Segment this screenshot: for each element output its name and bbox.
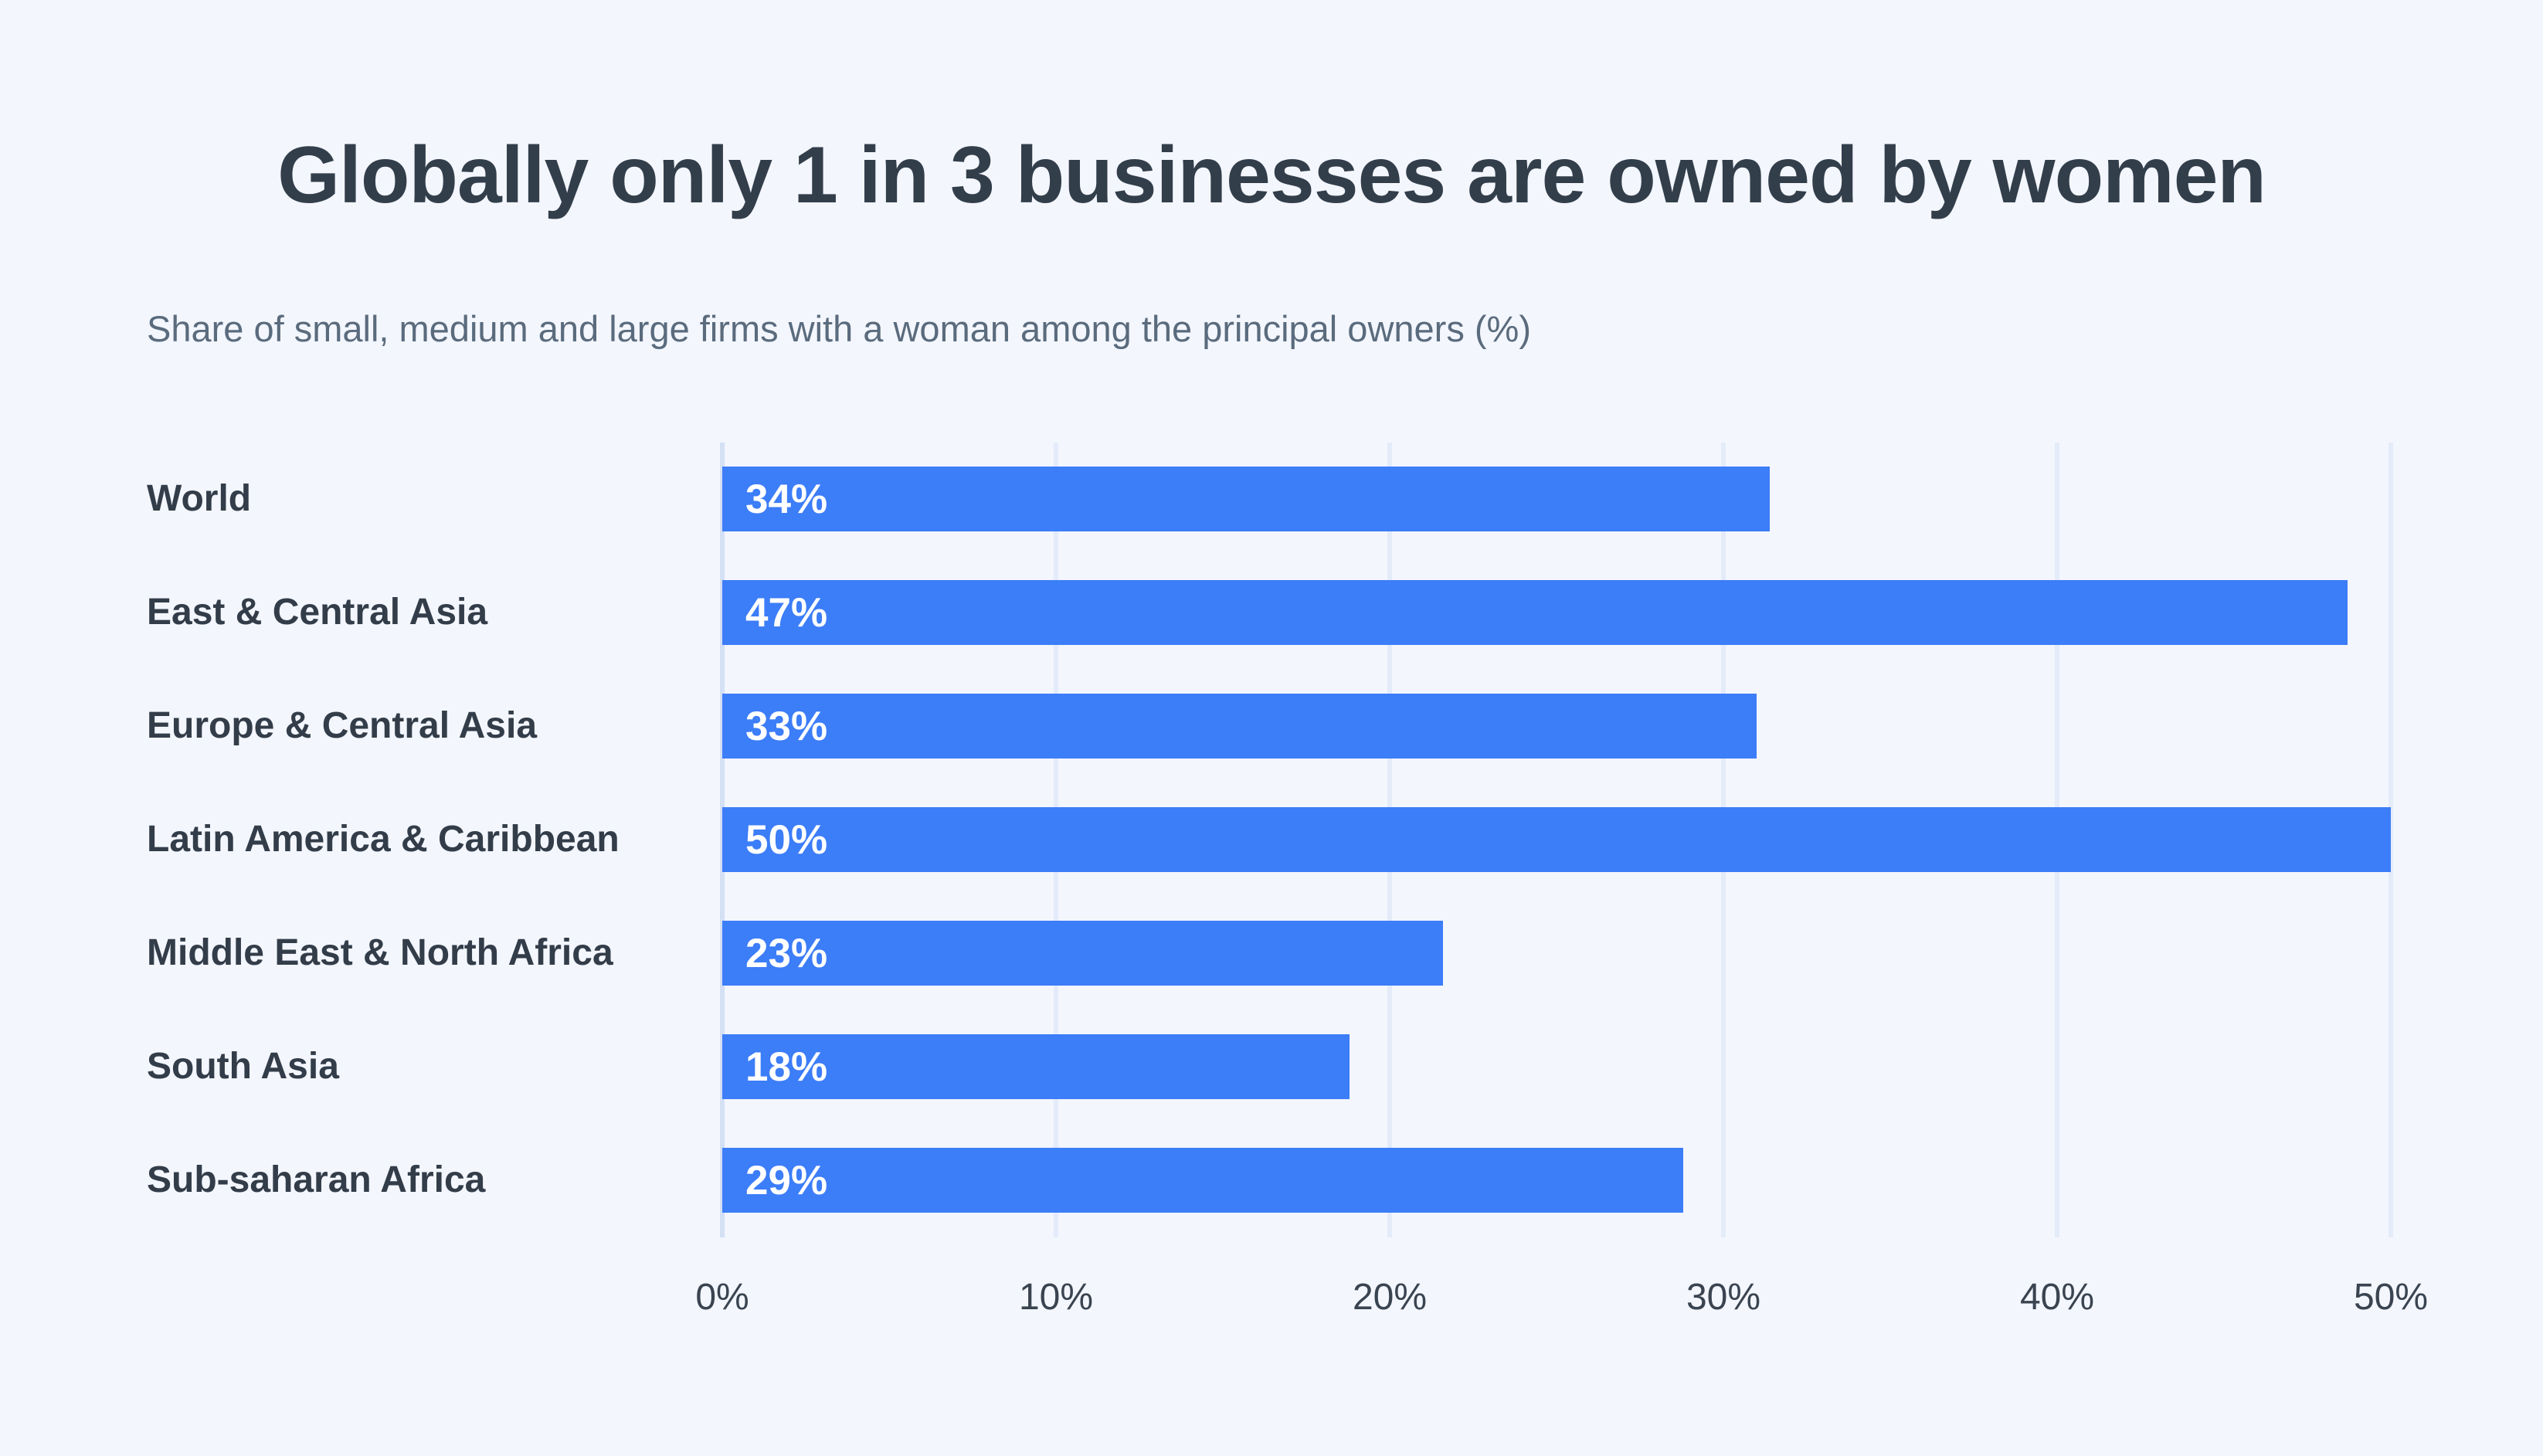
bar: 47% [722,580,2348,645]
chart-row: South Asia 18% [147,1010,2391,1124]
bar-value-label: 23% [745,930,828,976]
category-label: East & Central Asia [147,592,488,633]
chart-row: East & Central Asia 47% [147,556,2391,670]
bar: 34% [722,467,1771,531]
chart-title: Globally only 1 in 3 businesses are owne… [277,131,2266,220]
bar: 18% [722,1034,1350,1099]
bar: 33% [722,694,1757,759]
category-label: World [147,478,252,520]
category-label: South Asia [147,1046,339,1088]
bar-value-label: 47% [745,589,828,636]
x-tick-label: 10% [1018,1277,1094,1318]
chart-row: Europe & Central Asia 33% [147,670,2391,783]
x-tick-label: 20% [1352,1277,1428,1318]
bar-track: 34% [722,443,2391,556]
chart-subtitle: Share of small, medium and large firms w… [147,308,1531,349]
chart-row: Sub-saharan Africa 29% [147,1124,2391,1237]
category-label: Middle East & North Africa [147,932,613,974]
bar-value-label: 34% [745,476,828,522]
bar-rows: World 34% East & Central Asia 47% Europe & C… [147,443,2391,1237]
bar-track: 33% [722,670,2391,783]
category-label: Europe & Central Asia [147,705,538,747]
chart-row: World 34% [147,443,2391,556]
bar-value-label: 50% [745,816,828,863]
x-tick-label: 50% [2353,1277,2429,1318]
chart-row: Latin America & Caribbean 50% [147,783,2391,897]
bar-track: 29% [722,1124,2391,1237]
bar: 50% [722,807,2391,872]
bar: 23% [722,921,1444,986]
x-axis: 0% 10% 20% 30% 40% 50% [695,1276,2428,1338]
bar-track: 50% [722,783,2391,897]
bar: 29% [722,1148,1684,1213]
bar-value-label: 18% [745,1044,828,1090]
bar-track: 23% [722,897,2391,1010]
x-tick-label: 40% [2019,1277,2095,1318]
bar-track: 47% [722,556,2391,670]
chart-row: Middle East & North Africa 23% [147,897,2391,1010]
gridline [2389,443,2393,1237]
category-label: Sub-saharan Africa [147,1159,486,1201]
bar-chart: World 34% East & Central Asia 47% Europe & C… [147,443,2393,1237]
x-tick-label: 0% [695,1277,749,1318]
category-label: Latin America & Caribbean [147,819,620,860]
bar-value-label: 29% [745,1157,828,1203]
x-tick-label: 30% [1686,1277,1761,1318]
bar-track: 18% [722,1010,2391,1124]
bar-value-label: 33% [745,703,828,749]
